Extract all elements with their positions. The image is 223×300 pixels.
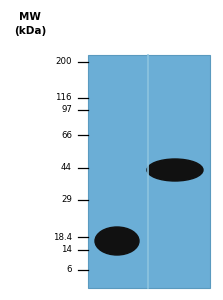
Text: MW: MW xyxy=(19,12,41,22)
Text: (kDa): (kDa) xyxy=(14,26,46,36)
Text: 200: 200 xyxy=(56,58,72,67)
Bar xyxy=(88,55,210,288)
Text: 29: 29 xyxy=(61,196,72,205)
Text: 6: 6 xyxy=(66,266,72,274)
Ellipse shape xyxy=(95,227,139,255)
Text: 18.4: 18.4 xyxy=(53,232,72,242)
Text: 44: 44 xyxy=(61,164,72,172)
Text: 14: 14 xyxy=(61,245,72,254)
Text: 116: 116 xyxy=(56,94,72,103)
Text: 66: 66 xyxy=(61,130,72,140)
Ellipse shape xyxy=(147,159,203,181)
Text: 97: 97 xyxy=(61,106,72,115)
